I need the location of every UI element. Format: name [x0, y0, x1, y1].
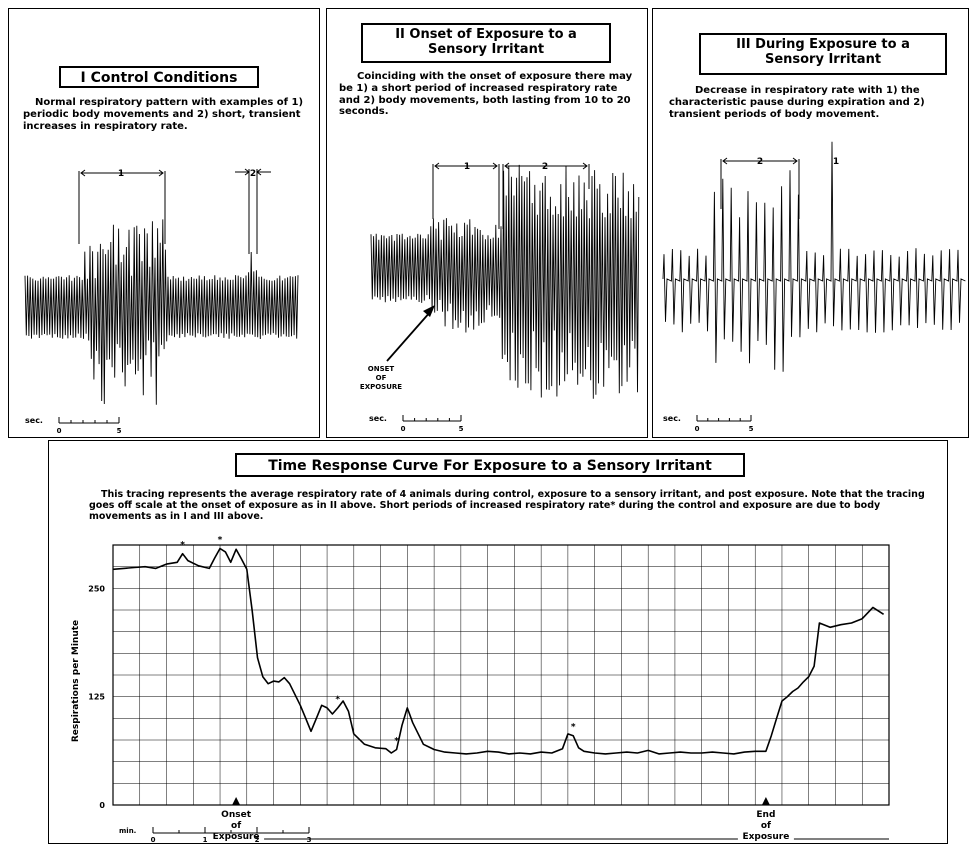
time-response-chart: 0 125 250 Respirations per Minute * * * * * On…: [71, 535, 890, 844]
onset-marker-label: of: [231, 821, 241, 831]
minute-tick-label: 3: [307, 836, 312, 844]
end-marker-label: End: [756, 810, 775, 820]
panel2-bracket-1-label: 1: [464, 162, 470, 172]
panel2-time-scale: [402, 415, 462, 422]
panel2-scale-end: 5: [459, 425, 464, 433]
panel1-bracket-2: [235, 168, 271, 254]
asterisk-marker: *: [335, 695, 340, 705]
panel2-onset-label-3: EXPOSURE: [360, 383, 402, 391]
panel3-title-line2: Sensory Irritant: [764, 51, 882, 67]
panel2-scale-start: 0: [401, 425, 406, 433]
panel1-time-scale: [58, 417, 120, 424]
panel1-bracket-1: [78, 169, 166, 244]
trace-path: [662, 141, 966, 372]
asterisk-marker: *: [218, 535, 223, 545]
panel-control-conditions: I Control Conditions Normal respiratory …: [8, 8, 320, 438]
minute-tick-label: 0: [151, 836, 156, 844]
panel2-onset-label-2: OF: [376, 374, 387, 382]
chart-grid: [112, 544, 890, 806]
panel2-trace-figure: 1 2 ONSET OF EXPOSURE sec. 0 5: [360, 162, 640, 433]
panel3-scale-end: 5: [749, 425, 754, 433]
y-tick-label: 250: [88, 584, 105, 593]
panel-during-exposure: III During Exposure to a Sensory Irritan…: [652, 8, 969, 438]
panel2-title: II Onset of Exposure to a Sensory Irrita…: [361, 23, 611, 63]
panel3-title: III During Exposure to a Sensory Irritan…: [699, 33, 947, 75]
end-marker-label: Exposure: [742, 832, 789, 842]
asterisk-marker: *: [180, 541, 185, 551]
asterisk-markers: * * * * *: [180, 535, 576, 746]
minute-tick-label: 2: [255, 836, 260, 844]
trace-path: [24, 219, 299, 405]
panel3-bracket-2-label: 2: [757, 157, 763, 167]
panel2-description: Coinciding with the onset of exposure th…: [339, 71, 633, 118]
panel3-scale-start: 0: [695, 425, 700, 433]
panel3-bracket-2: [720, 157, 800, 219]
panel2-onset-arrow: [386, 305, 435, 362]
respiration-rate-line: [112, 547, 885, 755]
y-tick-label: 0: [99, 801, 105, 810]
panel1-trace-figure: 1 2 sec. 0 5: [24, 168, 299, 435]
chart-title: Time Response Curve For Exposure to a Se…: [235, 453, 745, 477]
panel3-title-line1: III During Exposure to a: [736, 37, 910, 52]
onset-marker-triangle: [232, 797, 241, 805]
panel1-bracket-2-label: 2: [250, 169, 256, 179]
chart-description: This tracing represents the average resp…: [89, 489, 925, 523]
panel2-bracket-1: [432, 162, 500, 229]
asterisk-marker: *: [571, 723, 576, 733]
panel1-respiratory-trace: [24, 219, 299, 405]
end-marker-label: of: [761, 821, 771, 831]
panel2-title-line1: II Onset of Exposure to a: [395, 27, 577, 42]
panel1-scale-start: 0: [57, 427, 62, 435]
minute-scale-unit: min.: [119, 827, 136, 835]
panel2-bracket-2-label: 2: [542, 162, 548, 172]
panel3-respiratory-trace: [662, 141, 966, 372]
panel1-description: Normal respiratory pattern with examples…: [23, 97, 304, 132]
onset-marker-label: Exposure: [213, 832, 260, 842]
panel2-bracket-2: [502, 162, 590, 229]
y-axis-ticks: 0 125 250: [88, 584, 105, 810]
panel1-scale-end: 5: [117, 427, 122, 435]
asterisk-marker: *: [394, 737, 399, 747]
panel-time-response-curve: Time Response Curve For Exposure to a Se…: [48, 440, 948, 844]
y-tick-label: 125: [88, 693, 105, 702]
panel2-onset-label-1: ONSET: [368, 365, 395, 373]
onset-marker-label: Onset: [221, 810, 252, 820]
panel-onset-of-exposure: II Onset of Exposure to a Sensory Irrita…: [326, 8, 648, 438]
panel2-respiratory-trace: [370, 164, 640, 399]
panel3-time-scale: [696, 415, 752, 422]
minute-tick-label: 1: [203, 836, 208, 844]
panel3-scale-unit: sec.: [663, 414, 681, 423]
end-marker-triangle: [761, 797, 770, 805]
panel1-title: I Control Conditions: [59, 66, 259, 88]
panel3-trace-figure: 2 1 sec. 0 5: [662, 141, 966, 433]
panel1-bracket-1-label: 1: [118, 169, 124, 179]
panel2-scale-unit: sec.: [369, 414, 387, 423]
trace-path: [370, 164, 640, 399]
y-axis-label: Respirations per Minute: [71, 620, 81, 742]
panel3-description: Decrease in respiratory rate with 1) the…: [669, 85, 925, 120]
panel2-title-line2: Sensory Irritant: [427, 41, 545, 57]
minute-scale: 0 1 2 3 min.: [119, 827, 312, 844]
panel1-scale-unit: sec.: [25, 416, 43, 425]
panel3-marker-1: 1: [833, 157, 839, 167]
